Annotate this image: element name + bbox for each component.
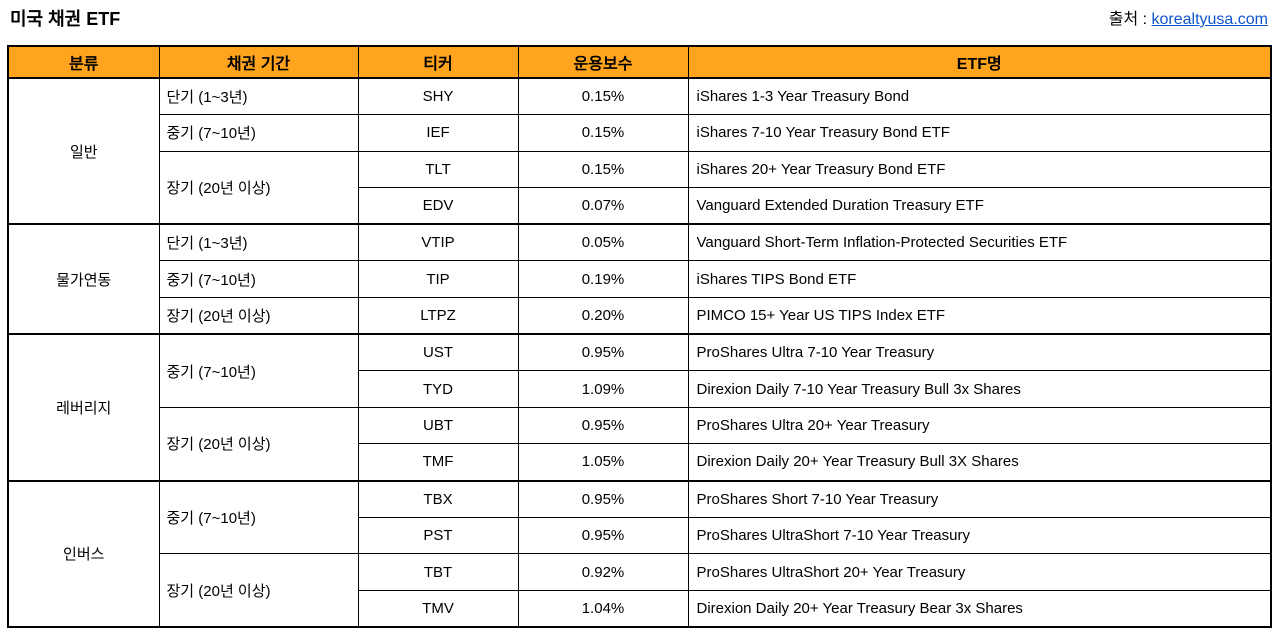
source-credit: 출처 : korealtyusa.com [1109,5,1268,29]
duration-cell: 장기 (20년 이상) [158,297,359,335]
page-title: 미국 채권 ETF [10,9,121,29]
col-header-duration: 채권 기간 [158,45,359,79]
ticker-cell: TYD [357,370,519,408]
etf-name-cell: iShares 1-3 Year Treasury Bond [687,77,1272,116]
duration-cell: 장기 (20년 이상) [158,406,359,482]
table-row: EDV 0.07% Vanguard Extended Duration Treas… [8,187,1272,225]
etf-name-cell: PIMCO 15+ Year US TIPS Index ETF [687,297,1272,335]
ticker-cell: TIP [357,260,519,299]
table-row: 장기 (20년 이상) TBT 0.92% ProShares UltraShort … [8,553,1272,628]
duration-cell: 단기 (1~3년) [158,223,359,262]
etf-name-cell: iShares 20+ Year Treasury Bond ETF [687,150,1272,189]
etf-name-cell: Vanguard Short-Term Inflation-Protected … [687,223,1272,262]
duration-cell: 장기 (20년 이상) [158,553,359,628]
table-row: 장기 (20년 이상) UBT 0.95% ProShares Ultra 20+ Y… [8,406,1272,482]
duration-cell: 중기 (7~10년) [158,479,359,555]
col-header-category: 분류 [7,45,160,79]
fee-cell: 0.19% [517,260,689,299]
category-cell: 일반 [7,76,160,225]
etf-name-cell: ProShares Ultra 7-10 Year Treasury [687,333,1272,372]
etf-name-cell: ProShares Ultra 20+ Year Treasury [687,406,1272,445]
header-row: 분류 채권 기간 티커 운용보수 ETF명 [7,45,1272,79]
fee-cell: 0.92% [517,553,689,591]
fee-cell: 1.04% [517,589,689,628]
table-row: TYD 1.09% Direxion Daily 7-10 Year Treasur… [8,370,1272,408]
duration-cell: 중기 (7~10년) [158,114,359,152]
category-cell: 레버리지 [7,333,160,482]
fee-cell: 0.15% [517,150,689,189]
etf-name-cell: Direxion Daily 7-10 Year Treasury Bull 3… [687,370,1272,408]
table-row: 일반 단기 (1~3년) SHY 0.15% iShares 1-3 Year Trea… [7,76,1272,225]
etf-name-cell: ProShares UltraShort 20+ Year Treasury [687,553,1272,591]
table-row: 물가연동 단기 (1~3년) VTIP 0.05% Vanguard Short-Ter… [7,223,1272,335]
etf-name-cell: iShares TIPS Bond ETF [687,260,1272,299]
table-row: TMF 1.05% Direxion Daily 20+ Year Treasury… [8,443,1272,482]
source-label: 출처 : [1108,11,1152,28]
etf-name-cell: Vanguard Extended Duration Treasury ETF [687,187,1272,225]
col-header-etf-name: ETF명 [687,45,1272,79]
ticker-cell: TBT [357,553,519,591]
ticker-cell: LTPZ [357,297,519,335]
fee-cell: 1.05% [517,443,689,482]
table-row: 중기 (7~10년) IEF 0.15% iShares 7-10 Year Trea… [8,114,1272,152]
ticker-cell: EDV [357,187,519,225]
ticker-cell: TLT [357,150,519,189]
etf-name-cell: iShares 7-10 Year Treasury Bond ETF [687,114,1272,152]
ticker-cell: TBX [357,479,519,518]
duration-cell: 장기 (20년 이상) [158,150,359,225]
fee-cell: 1.09% [517,370,689,408]
ticker-cell: VTIP [357,223,519,262]
ticker-cell: UST [357,333,519,372]
table-row: 중기 (7~10년) TIP 0.19% iShares TIPS Bond ETF [8,260,1272,299]
table-row: TMV 1.04% Direxion Daily 20+ Year Treasury… [8,589,1272,628]
table-row: PST 0.95% ProShares UltraShort 7-10 Year T… [8,516,1272,555]
fee-cell: 0.95% [517,333,689,372]
table-row: 장기 (20년 이상) TLT 0.15% iShares 20+ Year Trea… [8,150,1272,225]
ticker-cell: SHY [357,77,519,116]
ticker-cell: IEF [357,114,519,152]
table-row: 장기 (20년 이상) LTPZ 0.20% PIMCO 15+ Year US TI… [8,297,1272,335]
fee-cell: 0.07% [517,187,689,225]
table-row: 레버리지 중기 (7~10년) UST 0.95% ProShares Ultra 7-… [7,333,1272,482]
etf-table-body: 일반 단기 (1~3년) SHY 0.15% iShares 1-3 Year Trea… [7,76,1272,628]
fee-cell: 0.15% [517,114,689,152]
etf-name-cell: Direxion Daily 20+ Year Treasury Bull 3X… [687,443,1272,482]
ticker-cell: TMV [357,589,519,628]
ticker-cell: UBT [357,406,519,445]
fee-cell: 0.95% [517,479,689,518]
duration-cell: 중기 (7~10년) [158,333,359,408]
etf-table-header: 분류 채권 기간 티커 운용보수 ETF명 [7,45,1272,79]
top-bar: 미국 채권 ETF 출처 : korealtyusa.com [10,5,1268,31]
fee-cell: 0.15% [517,77,689,116]
duration-cell: 단기 (1~3년) [158,77,359,116]
ticker-cell: TMF [357,443,519,482]
category-cell: 인버스 [7,479,160,628]
fee-cell: 0.05% [517,223,689,262]
etf-name-cell: ProShares UltraShort 7-10 Year Treasury [687,516,1272,555]
etf-table: 분류 채권 기간 티커 운용보수 ETF명 일반 단기 (1~3년) SHY 0.15… [7,45,1272,628]
col-header-fee: 운용보수 [517,45,689,79]
table-row: 인버스 중기 (7~10년) TBX 0.95% ProShares Short 7-1… [7,479,1272,628]
fee-cell: 0.20% [517,297,689,335]
duration-cell: 중기 (7~10년) [158,260,359,299]
col-header-ticker: 티커 [357,45,519,79]
source-link[interactable]: korealtyusa.com [1151,11,1269,28]
fee-cell: 0.95% [517,406,689,445]
ticker-cell: PST [357,516,519,555]
etf-name-cell: Direxion Daily 20+ Year Treasury Bear 3x… [687,589,1272,628]
category-cell: 물가연동 [7,223,160,335]
fee-cell: 0.95% [517,516,689,555]
etf-name-cell: ProShares Short 7-10 Year Treasury [687,479,1272,518]
